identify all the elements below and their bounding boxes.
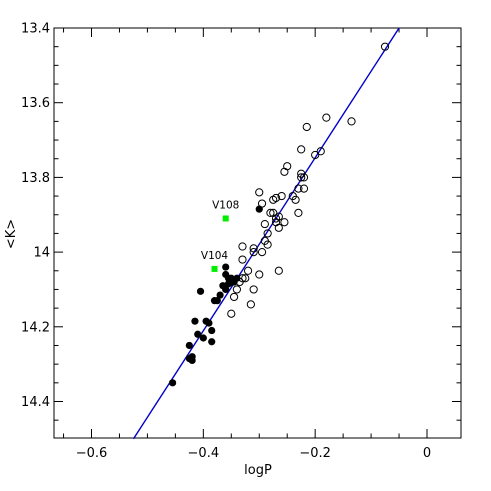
- open-point: [297, 145, 306, 154]
- filled-point: [194, 330, 202, 338]
- open-point: [277, 191, 286, 201]
- highlight-square: [211, 265, 218, 272]
- data-points: [168, 42, 390, 387]
- open-point: [274, 223, 283, 232]
- open-point: [238, 242, 247, 251]
- open-point: [255, 188, 264, 197]
- open-point: [227, 309, 236, 318]
- open-point: [227, 277, 236, 287]
- open-point: [294, 184, 303, 193]
- y-tick-label: 13.6: [21, 96, 50, 111]
- open-point: [322, 113, 331, 122]
- point-annotation: V108: [212, 199, 239, 211]
- open-point: [229, 292, 239, 302]
- open-point: [246, 300, 255, 309]
- open-point: [280, 167, 289, 176]
- y-tick-label: 13.4: [21, 22, 50, 37]
- y-axis-title: <K>: [4, 219, 19, 249]
- filled-point: [255, 205, 263, 213]
- open-point: [283, 162, 292, 171]
- filled-point: [208, 338, 216, 346]
- tick-labels: −0.6 −0.4 −0.2 0 13.4 13.6 13.8 14 14.2 14.4 V108 V…: [21, 22, 431, 462]
- filled-point: [222, 270, 230, 279]
- open-point: [274, 266, 283, 275]
- highlight-square: [222, 215, 229, 222]
- open-point: [266, 208, 275, 217]
- open-point: [257, 199, 267, 208]
- open-point: [238, 255, 247, 264]
- y-tick-label: 14.4: [21, 395, 50, 410]
- open-point: [260, 236, 269, 245]
- open-point: [232, 285, 241, 294]
- filled-point: [205, 319, 213, 327]
- open-point: [316, 147, 325, 156]
- open-point: [260, 219, 269, 229]
- filled-point: [168, 379, 177, 387]
- open-point: [263, 229, 272, 238]
- filled-point: [216, 291, 224, 299]
- open-point: [311, 150, 320, 160]
- open-point: [299, 184, 309, 193]
- filled-point: [188, 353, 196, 361]
- fit-line: [132, 27, 400, 440]
- open-point: [297, 173, 306, 182]
- x-tick-label: 0: [423, 446, 431, 461]
- filled-point: [191, 317, 199, 325]
- y-tick-label: 14.2: [21, 320, 50, 335]
- open-point: [243, 266, 253, 275]
- open-point: [271, 218, 281, 227]
- open-point: [302, 122, 311, 132]
- open-point: [280, 218, 289, 227]
- plot-frame: [53, 27, 462, 439]
- open-point: [255, 270, 264, 279]
- open-point: [271, 214, 281, 223]
- filled-point: [208, 326, 216, 335]
- open-point: [235, 277, 244, 287]
- fit-line-group: [132, 27, 400, 440]
- open-point: [294, 208, 303, 217]
- open-point: [347, 117, 356, 126]
- filled-point: [199, 334, 207, 342]
- x-tick-label: −0.4: [188, 446, 220, 461]
- filled-point: [196, 287, 205, 295]
- x-axis-title: logP: [244, 463, 272, 478]
- open-point: [249, 244, 258, 253]
- open-point: [288, 191, 297, 201]
- filled-point: [222, 285, 230, 294]
- open-point: [380, 42, 390, 51]
- point-annotation: V104: [201, 250, 229, 262]
- filled-point: [222, 263, 230, 271]
- filled-point: [233, 274, 241, 282]
- open-point: [249, 248, 258, 257]
- y-tick-label: 13.8: [21, 171, 50, 186]
- axis-ticks: [54, 27, 461, 438]
- open-point: [257, 248, 267, 257]
- open-point: [269, 195, 278, 204]
- open-point: [249, 285, 258, 294]
- filled-point: [185, 341, 193, 350]
- open-point: [297, 169, 306, 178]
- y-tick-label: 14: [33, 246, 50, 261]
- x-tick-label: −0.6: [76, 446, 108, 461]
- filled-point: [213, 297, 221, 305]
- open-point: [241, 274, 250, 283]
- x-tick-label: −0.2: [299, 446, 331, 461]
